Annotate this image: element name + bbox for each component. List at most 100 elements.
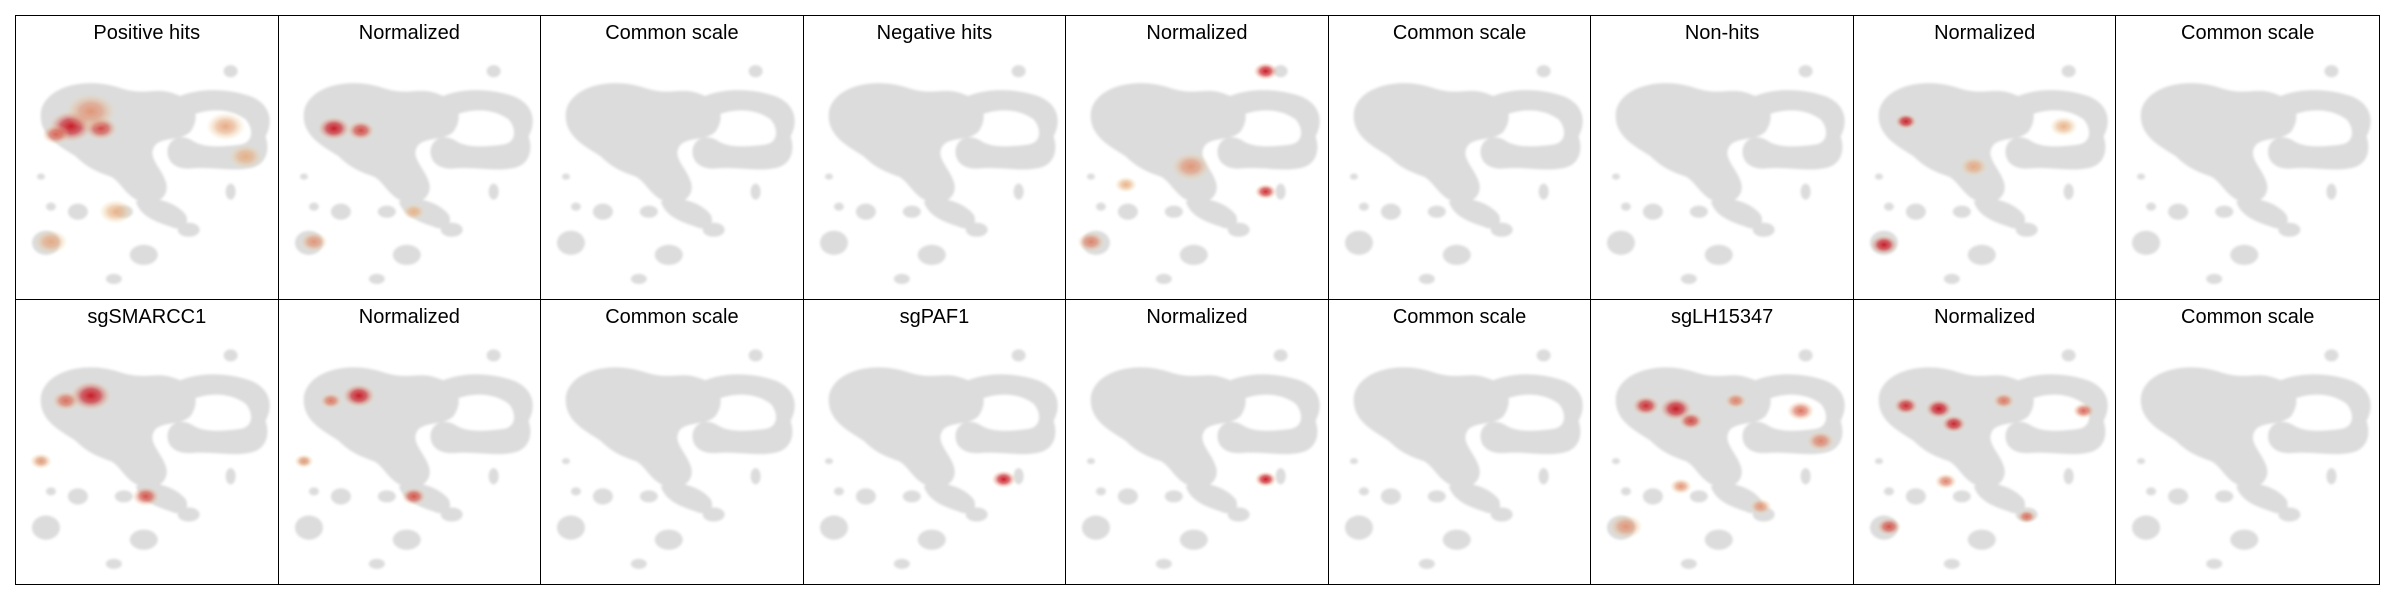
cell-cluster (1973, 198, 2025, 229)
cell-cluster (1690, 490, 1709, 503)
cell-cluster (1082, 515, 1111, 540)
cell-cluster (2326, 183, 2337, 200)
cell-cluster (1681, 273, 1698, 284)
umap-density-plot (1082, 349, 1320, 569)
density-hotspot (1609, 514, 1644, 539)
cell-cluster (1705, 529, 1734, 550)
cell-cluster (1215, 374, 1320, 455)
cell-cluster (294, 515, 323, 540)
density-hotspot (299, 231, 328, 252)
cell-cluster (1681, 558, 1698, 569)
cell-cluster (562, 458, 571, 465)
cell-cluster (1087, 458, 1096, 465)
cell-cluster (31, 515, 60, 540)
panel-title: Negative hits (876, 22, 993, 44)
cell-cluster (440, 222, 463, 237)
cell-cluster (748, 65, 763, 78)
cell-cluster (1616, 83, 1772, 203)
cell-cluster (1753, 222, 1776, 237)
cell-cluster (2278, 507, 2301, 522)
density-hotspot (400, 487, 426, 506)
cell-cluster (2206, 558, 2223, 569)
cell-cluster (1096, 202, 1107, 211)
density-hotspot (2016, 509, 2037, 524)
density-hotspot (1786, 400, 1815, 421)
cell-cluster (1878, 83, 2034, 203)
cell-cluster (2326, 468, 2337, 485)
cell-cluster (1967, 244, 1996, 265)
cell-embedding (557, 349, 795, 569)
cell-cluster (571, 202, 582, 211)
density-hotspot (1992, 392, 2015, 409)
cell-cluster (1538, 183, 1549, 200)
umap-panel-16: sgLH15347 (1591, 300, 1854, 584)
cell-cluster (1943, 558, 1960, 569)
cell-embedding (31, 65, 270, 284)
cell-cluster (135, 198, 188, 229)
cell-cluster (1344, 515, 1373, 540)
umap-density-plot (1869, 349, 2108, 569)
cell-cluster (1087, 173, 1096, 180)
cell-embedding (294, 349, 533, 569)
cell-cluster (571, 487, 582, 496)
cell-cluster (1800, 183, 1811, 200)
umap-panel-13: sgPAF1 (803, 300, 1067, 584)
cell-embedding (1082, 349, 1320, 569)
cell-cluster (1943, 273, 1960, 284)
panel-title: sgPAF1 (899, 306, 970, 328)
cell-cluster (1798, 349, 1813, 362)
density-hotspot (1253, 62, 1279, 81)
umap-panel-14: Normalized (1066, 300, 1329, 584)
cell-cluster (1538, 468, 1549, 485)
umap-density-plot (557, 349, 795, 569)
cell-cluster (1711, 198, 1763, 229)
cell-cluster (2278, 222, 2301, 237)
cell-cluster (965, 507, 988, 522)
panel-title: Normalized (1146, 22, 1248, 44)
cell-cluster (177, 222, 200, 237)
cell-cluster (1490, 222, 1513, 237)
umap-density-plot (1344, 65, 1583, 284)
cell-cluster (392, 244, 421, 265)
umap-panel-9: Common scale (2116, 16, 2379, 300)
cell-cluster (1800, 468, 1811, 485)
cell-cluster (1090, 367, 1246, 488)
panel-title: Common scale (2181, 306, 2315, 328)
cell-embedding (2132, 65, 2372, 284)
cell-cluster (1607, 230, 1636, 255)
cell-cluster (630, 558, 647, 569)
cell-cluster (660, 198, 713, 229)
cell-cluster (1874, 173, 1883, 180)
cell-embedding (2132, 349, 2372, 569)
cell-embedding (557, 65, 795, 284)
cell-cluster (1967, 529, 1996, 550)
cell-cluster (1380, 203, 1401, 220)
cell-cluster (750, 183, 761, 200)
density-hotspot (1894, 113, 1917, 130)
cell-cluster (1536, 349, 1551, 362)
umap-panel-2: Normalized (278, 16, 542, 300)
umap-density-plot (2132, 349, 2372, 569)
density-hotspot (1077, 231, 1106, 252)
cell-cluster (660, 483, 713, 514)
cell-cluster (1621, 487, 1632, 496)
density-hotspot (41, 124, 70, 145)
cell-cluster (1186, 483, 1238, 514)
density-hotspot (1893, 396, 1919, 415)
cell-cluster (1344, 230, 1373, 255)
umap-density-plot (819, 65, 1058, 284)
cell-cluster (953, 374, 1058, 455)
cell-cluster (562, 173, 571, 180)
cell-cluster (2266, 374, 2372, 455)
cell-cluster (223, 65, 238, 78)
cell-cluster (1536, 65, 1551, 78)
density-hotspot (206, 112, 246, 141)
cell-cluster (1358, 487, 1369, 496)
density-hotspot (1254, 471, 1278, 488)
cell-cluster (2061, 349, 2076, 362)
cell-cluster (1186, 198, 1238, 229)
cell-cluster (2230, 529, 2259, 550)
cell-cluster (1349, 173, 1358, 180)
density-hotspot (1749, 498, 1773, 515)
cell-cluster (488, 468, 499, 485)
